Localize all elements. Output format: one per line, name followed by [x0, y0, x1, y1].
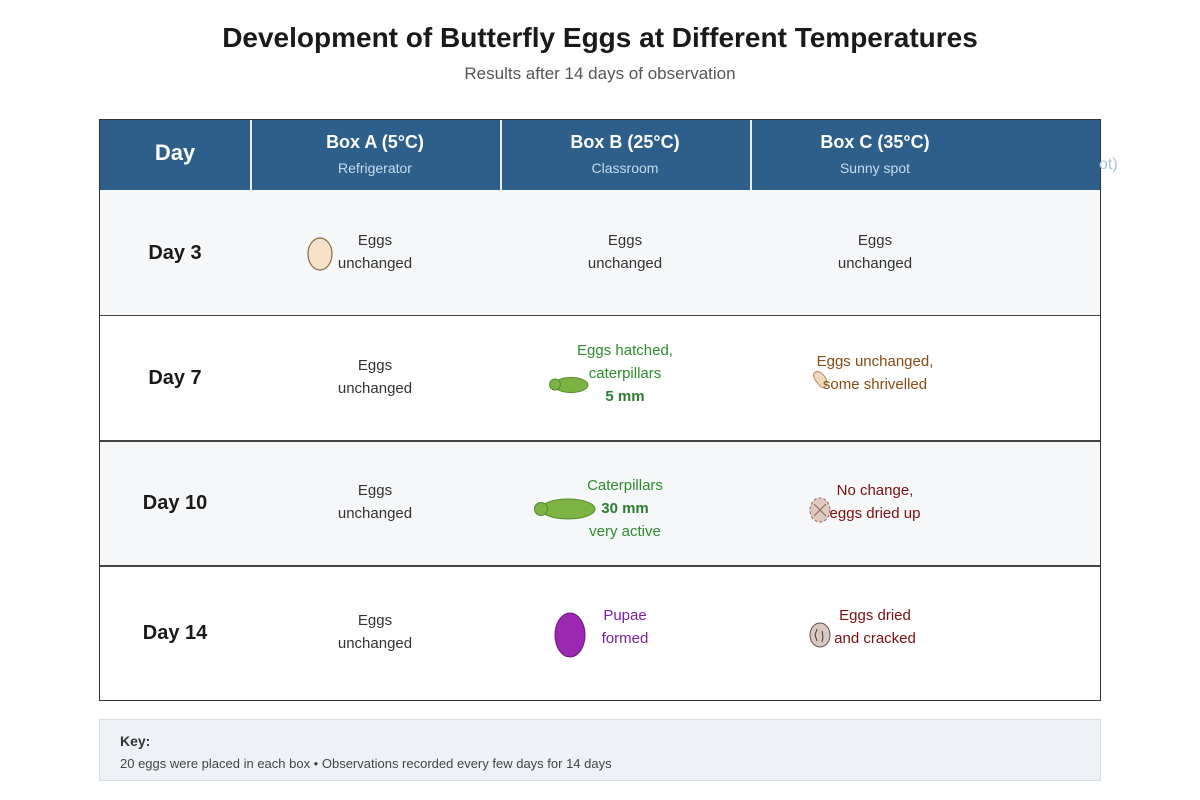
day-label: Day 14: [142, 622, 208, 644]
table-row: Day 14 Eggs unchanged Pupae formed Eggs …: [100, 567, 1100, 700]
cell-box-b: Eggs unchanged: [587, 232, 663, 272]
table-row: Day 7 Eggs unchanged Eggs hatched, cater…: [100, 316, 1100, 440]
row-divider: [100, 315, 1100, 316]
cell-box-b: Eggs hatched, caterpillars 5 mm: [577, 342, 673, 405]
header-box-c: Box C (35°C) Sunny spot: [750, 120, 1000, 190]
key-title: Key:: [120, 733, 151, 749]
row-divider: [100, 440, 1100, 442]
page-subtitle: Results after 14 days of observation: [464, 64, 736, 83]
cell-box-c: Eggs unchanged: [837, 232, 913, 272]
header-box-b: Box B (25°C) Classroom: [500, 120, 750, 190]
table-header: Day Box A (5°C) Refrigerator Box B (25°C…: [100, 120, 1100, 190]
cell-box-b: Caterpillars 30 mm very active: [587, 477, 663, 540]
cell-box-a: Eggs unchanged: [337, 612, 413, 652]
cell-box-b: Pupae formed: [601, 607, 649, 647]
egg-icon: [307, 237, 333, 271]
table-row: Day 10 Eggs unchanged Caterpillars 30 mm…: [100, 442, 1100, 565]
dried-egg-icon: [809, 497, 831, 523]
cell-box-a: Eggs unchanged: [337, 357, 413, 397]
day-label: Day 3: [148, 242, 202, 264]
row-divider: [100, 565, 1100, 567]
header-divider: [500, 120, 502, 190]
key-description: 20 eggs were placed in each box • Observ…: [120, 756, 612, 771]
page-title: Development of Butterfly Eggs at Differe…: [222, 22, 978, 53]
cell-box-c: Eggs dried and cracked: [834, 607, 916, 647]
box-c-subtitle: Sunny spot: [839, 160, 911, 176]
cell-box-a: Eggs unchanged: [337, 482, 413, 522]
header-day: Day: [154, 140, 196, 165]
header-box-a: Box A (5°C) Refrigerator: [250, 120, 500, 190]
key-box: Key: 20 eggs were placed in each box • O…: [99, 719, 1101, 781]
table-row: Day 3 Eggs unchanged Eggs unchanged Eggs…: [100, 190, 1100, 315]
header-divider: [250, 120, 252, 190]
cell-box-c: No change, eggs dried up: [829, 482, 921, 522]
cell-box-c: Eggs unchanged, some shrivelled: [816, 353, 934, 393]
day-label: Day 10: [142, 492, 208, 514]
shrivelled-egg-icon: [813, 371, 828, 388]
box-b-title: Box B (25°C): [570, 132, 680, 152]
box-b-subtitle: Classroom: [591, 160, 659, 176]
header-overflow-text: ot): [1099, 156, 1118, 173]
cracked-egg-icon: [809, 622, 831, 648]
day-label: Day 7: [148, 367, 202, 389]
caterpillar-icon: [549, 377, 589, 393]
pupa-icon: [554, 612, 586, 658]
box-a-title: Box A (5°C): [326, 132, 424, 152]
observation-table: Day Box A (5°C) Refrigerator Box B (25°C…: [99, 119, 1101, 701]
cell-box-a: Eggs unchanged: [337, 232, 413, 272]
header-divider: [750, 120, 752, 190]
box-a-subtitle: Refrigerator: [338, 160, 412, 176]
caterpillar-icon: [534, 498, 596, 520]
box-c-title: Box C (35°C): [820, 132, 930, 152]
